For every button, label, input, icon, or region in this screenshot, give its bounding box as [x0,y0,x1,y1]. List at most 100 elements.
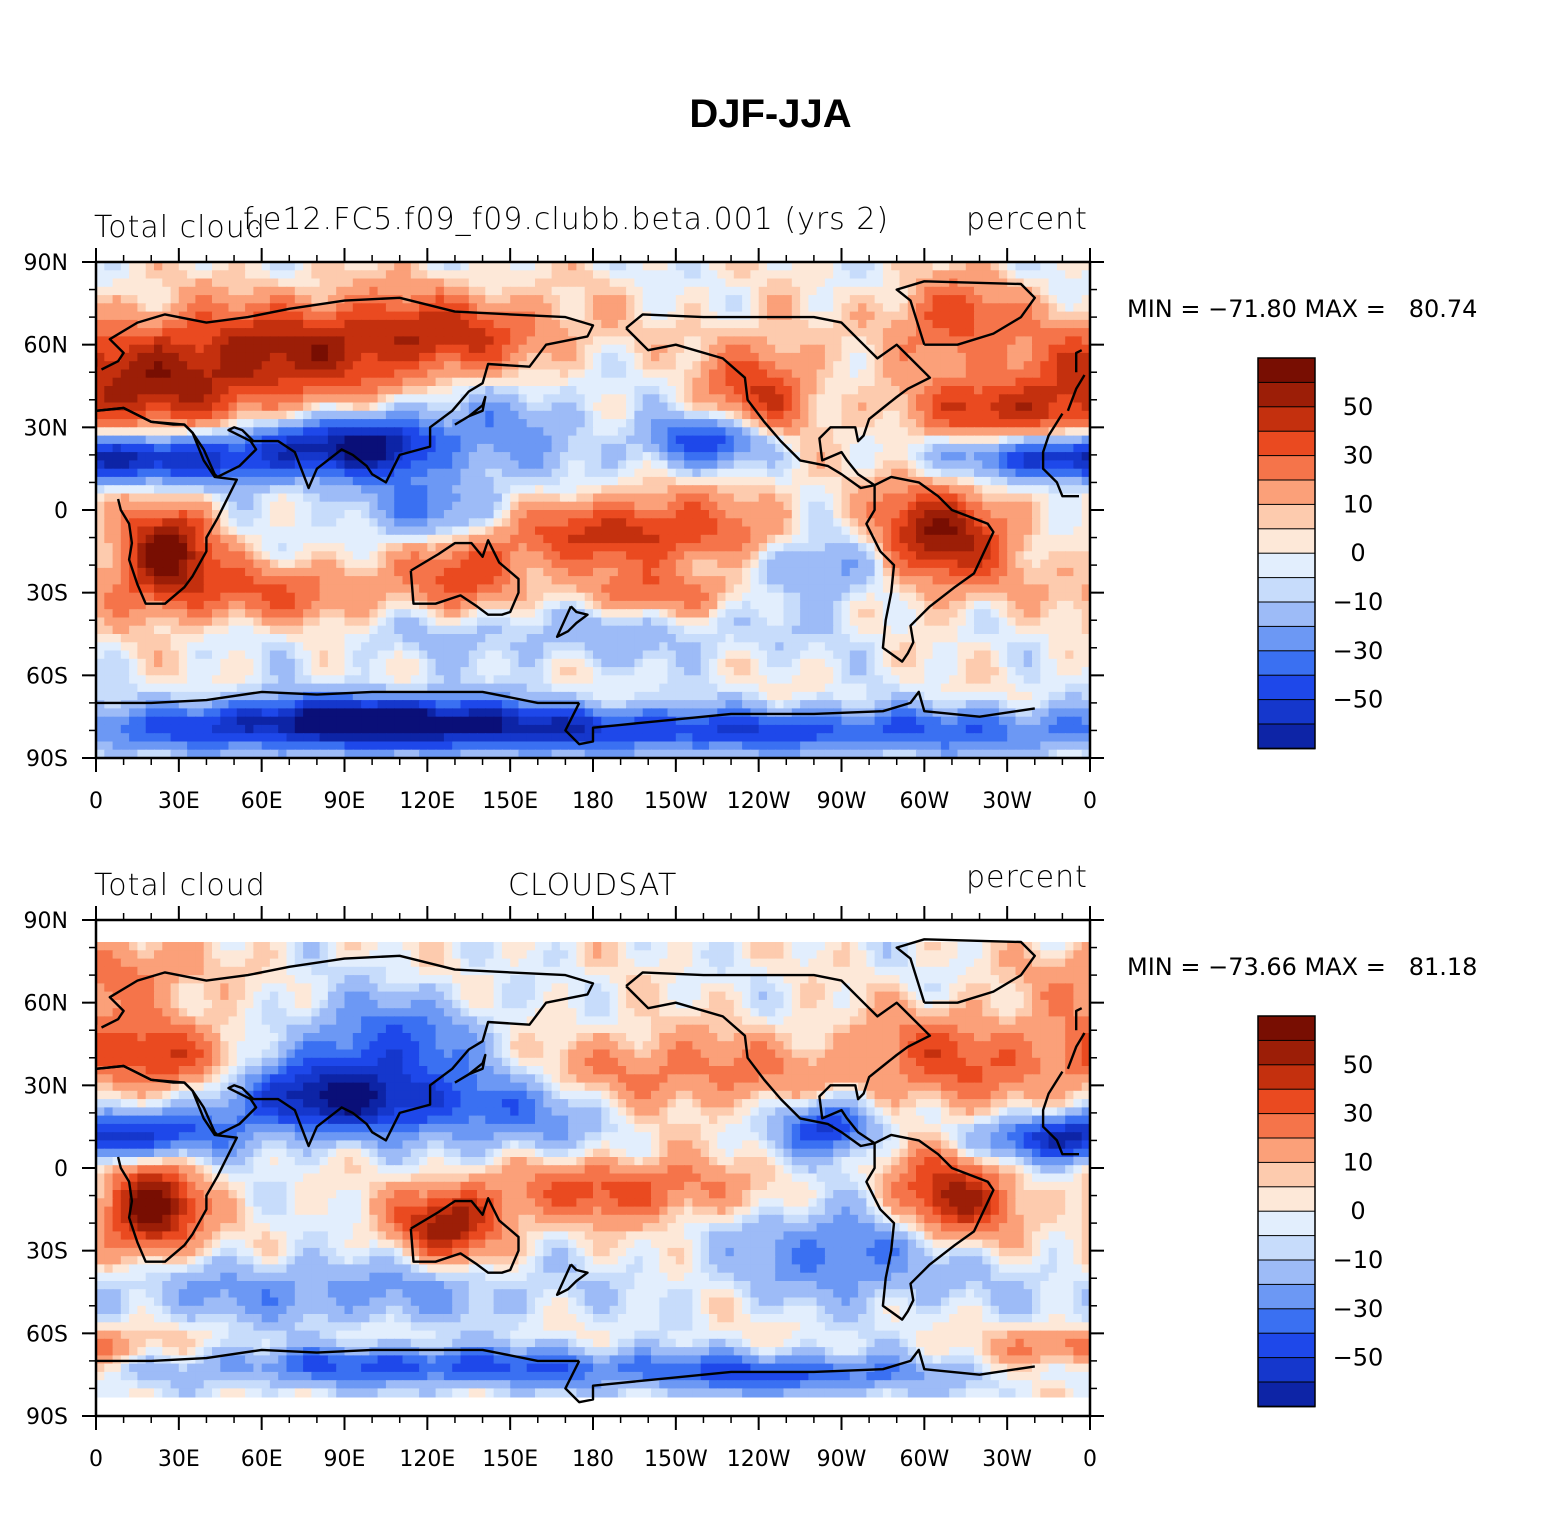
colorbar-box [1257,406,1316,433]
x-tick-label: 90E [324,1447,366,1472]
colorbar-box [1257,357,1316,384]
colorbar-box [1257,1210,1316,1237]
panel-left-title: Total cloud [94,210,266,245]
colorbar-box [1257,1259,1316,1286]
x-tick-label: 180 [572,1447,614,1472]
colorbar-box [1257,503,1316,530]
y-tick-label: 90S [26,1405,68,1430]
colorbar-label: 10 [1343,1148,1374,1176]
colorbar-label: 0 [1350,539,1365,567]
y-tick-label: 60N [24,992,68,1017]
min-max-stats: MIN = −73.66 MAX = 81.18 [1127,953,1478,981]
colorbar-label: 0 [1350,1197,1365,1225]
colorbar-box [1257,1381,1316,1408]
colorbar-box [1257,430,1316,457]
colorbar-label: −50 [1333,1344,1384,1372]
colorbar-label: −50 [1333,686,1384,714]
x-tick-label: 120E [399,789,455,814]
colorbar-label: 10 [1343,490,1374,518]
colorbar-label: 30 [1343,442,1374,470]
panel-units: percent [966,202,1088,237]
colorbar-box [1257,1332,1316,1359]
colorbar-box [1257,1064,1316,1091]
x-tick-label: 90W [817,789,867,814]
colorbar-box [1257,1137,1316,1164]
colorbar-box [1257,674,1316,701]
colorbar-label: −30 [1333,1295,1384,1323]
colorbar-frame [1257,357,1316,750]
x-tick-label: 60W [899,1447,949,1472]
x-tick-label: 150E [482,1447,538,1472]
contour-field [96,262,1090,758]
y-tick-label: 90S [26,747,68,772]
figure-title: DJF-JJA [689,92,852,136]
colorbar-box [1257,601,1316,628]
x-tick-label: 120W [727,789,791,814]
y-tick-label: 30S [26,1240,68,1265]
x-tick-label: 150W [644,789,708,814]
coastlines [96,280,1086,746]
map-panel-cloudsat: 0 30E 60E 90E 120E 150E 180 150W 120W 90W 60W 30W 0 9… [0,838,1541,1518]
y-tick-label: 30N [24,416,68,441]
colorbar-box [1257,479,1316,506]
x-tick-label: 150E [482,789,538,814]
x-tick-label: 30E [158,1447,200,1472]
x-tick-label: 120W [727,1447,791,1472]
colorbar-box [1257,1235,1316,1262]
colorbar-box [1257,455,1316,482]
x-tick-label: 120E [399,1447,455,1472]
colorbar-label: −10 [1333,1246,1384,1274]
x-tick-label: 150W [644,1447,708,1472]
coastlines [96,938,1086,1404]
y-tick-label: 90N [24,251,68,276]
contour-map-svg: 0 30E 60E 90E 120E 150E 180 150W 120W 90W 60W 30W 09… [24,906,1384,1472]
min-max-stats: MIN = −71.80 MAX = 80.74 [1127,295,1478,323]
x-tick-label: 60E [241,1447,283,1472]
y-tick-label: 90N [24,909,68,934]
x-tick-label: 0 [89,789,103,814]
y-tick-label: 0 [54,1157,68,1182]
colorbar-frame [1257,1015,1316,1408]
colorbar-box [1257,1015,1316,1042]
colorbar-box [1257,552,1316,579]
colorbar-label: 50 [1343,393,1374,421]
colorbar-box [1257,1283,1316,1310]
x-tick-label: 0 [89,1447,103,1472]
y-tick-label: 30N [24,1074,68,1099]
y-tick-label: 60N [24,334,68,359]
contour-field [96,942,1090,1398]
colorbar: 50 30 10 0 −10 −30 −50 [1257,357,1384,750]
y-tick-label: 60S [26,664,68,689]
colorbar-box [1257,381,1316,408]
x-tick-label: 90W [817,1447,867,1472]
colorbar-box [1257,1308,1316,1335]
panel-center-title: CLOUDSAT [508,868,678,903]
colorbar-box [1257,625,1316,652]
colorbar-box [1257,1039,1316,1066]
colorbar-box [1257,577,1316,604]
x-tick-label: 30E [158,789,200,814]
x-tick-label: 60W [899,789,949,814]
y-tick-label: 60S [26,1322,68,1347]
panel-left-title: Total cloud [94,868,266,903]
colorbar-box [1257,1186,1316,1213]
colorbar-box [1257,528,1316,555]
colorbar-box [1257,1113,1316,1140]
map-panel-model: 0 30E 60E 90E 120E 150E 180 150W 120W 90W 60W 30W 0 9… [0,180,1541,860]
colorbar-label: 50 [1343,1051,1374,1079]
x-tick-label: 60E [241,789,283,814]
y-tick-label: 30S [26,582,68,607]
x-tick-label: 0 [1083,1447,1097,1472]
x-tick-label: 180 [572,789,614,814]
colorbar-label: −10 [1333,588,1384,616]
contour-map-svg: 0 30E 60E 90E 120E 150E 180 150W 120W 90W 60W 30W 09… [24,248,1384,814]
y-tick-label: 0 [54,499,68,524]
x-tick-label: 90E [324,789,366,814]
x-tick-label: 0 [1083,789,1097,814]
colorbar-box [1257,723,1316,750]
colorbar-box [1257,1161,1316,1188]
panel-units: percent [966,860,1088,895]
colorbar-box [1257,699,1316,725]
x-tick-label: 30W [982,1447,1032,1472]
colorbar-box [1257,1357,1316,1383]
